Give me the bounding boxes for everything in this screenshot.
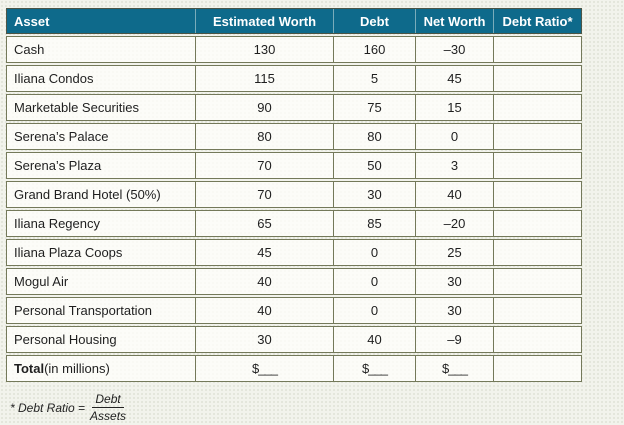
debt-ratio-cell	[494, 182, 581, 207]
asset-cell: Iliana Condos	[7, 66, 196, 91]
debt-ratio-cell	[494, 298, 581, 323]
column-header-net-worth: Net Worth	[416, 9, 494, 33]
asset-cell: Cash	[7, 37, 196, 62]
debt-cell: 0	[334, 298, 416, 323]
debt-cell: 5	[334, 66, 416, 91]
debt-cell: 0	[334, 269, 416, 294]
net-worth-cell: 40	[416, 182, 494, 207]
asset-cell: Personal Housing	[7, 327, 196, 352]
asset-cell: Grand Brand Hotel (50%)	[7, 182, 196, 207]
debt-cell: 160	[334, 37, 416, 62]
estimated-worth-cell: 70	[196, 182, 334, 207]
debt-ratio-cell	[494, 124, 581, 149]
footnote-prefix: * Debt Ratio =	[10, 400, 86, 415]
table-row: Iliana Regency 65 85 –20	[6, 210, 582, 237]
total-row: Total (in millions) $___ $___ $___	[6, 355, 582, 382]
debt-ratio-cell	[494, 66, 581, 91]
debt-cell: 85	[334, 211, 416, 236]
debt-cell: 0	[334, 240, 416, 265]
debt-ratio-cell	[494, 153, 581, 178]
asset-cell: Mogul Air	[7, 269, 196, 294]
debt-ratio-cell	[494, 95, 581, 120]
estimated-worth-cell: 90	[196, 95, 334, 120]
column-header-debt: Debt	[334, 9, 416, 33]
table-row: Marketable Securities 90 75 15	[6, 94, 582, 121]
table-row: Personal Transportation 40 0 30	[6, 297, 582, 324]
asset-cell: Iliana Regency	[7, 211, 196, 236]
column-header-debt-ratio: Debt Ratio*	[502, 13, 573, 29]
net-worth-cell: 30	[416, 298, 494, 323]
net-worth-cell: 3	[416, 153, 494, 178]
debt-ratio-fraction: Debt Assets	[90, 392, 126, 423]
net-worth-cell: 45	[416, 66, 494, 91]
debt-cell: 40	[334, 327, 416, 352]
estimated-worth-cell: 65	[196, 211, 334, 236]
table-row: Mogul Air 40 0 30	[6, 268, 582, 295]
net-worth-cell: 30	[416, 269, 494, 294]
estimated-worth-cell: 45	[196, 240, 334, 265]
debt-ratio-cell	[494, 211, 581, 236]
net-worth-cell: –9	[416, 327, 494, 352]
table-row: Iliana Condos 115 5 45	[6, 65, 582, 92]
estimated-worth-cell: 130	[196, 37, 334, 62]
estimated-worth-cell: 70	[196, 153, 334, 178]
total-debt-cell: $___	[334, 356, 416, 381]
table-row: Serena’s Plaza 70 50 3	[6, 152, 582, 179]
estimated-worth-cell: 115	[196, 66, 334, 91]
debt-cell: 80	[334, 124, 416, 149]
net-worth-cell: 15	[416, 95, 494, 120]
table-row: Cash 130 160 –30	[6, 36, 582, 63]
net-worth-cell: –20	[416, 211, 494, 236]
table-row: Grand Brand Hotel (50%) 70 30 40	[6, 181, 582, 208]
net-worth-cell: –30	[416, 37, 494, 62]
net-worth-cell: 0	[416, 124, 494, 149]
debt-ratio-cell	[494, 327, 581, 352]
debt-ratio-cell	[494, 240, 581, 265]
table-row: Personal Housing 30 40 –9	[6, 326, 582, 353]
table-body: Cash 130 160 –30 Iliana Condos 115 5 45 …	[6, 36, 582, 353]
net-worth-cell: 25	[416, 240, 494, 265]
total-label-rest: (in millions)	[44, 361, 110, 376]
asset-table: Asset Estimated Worth Debt Net Worth Deb…	[6, 8, 582, 384]
estimated-worth-cell: 40	[196, 269, 334, 294]
asset-cell: Serena’s Plaza	[7, 153, 196, 178]
debt-cell: 30	[334, 182, 416, 207]
table-row: Serena’s Palace 80 80 0	[6, 123, 582, 150]
debt-ratio-cell	[494, 37, 581, 62]
estimated-worth-cell: 30	[196, 327, 334, 352]
column-header-asset: Asset	[7, 9, 196, 33]
debt-cell: 50	[334, 153, 416, 178]
total-estimated-worth-cell: $___	[196, 356, 334, 381]
fraction-numerator: Debt	[92, 392, 124, 408]
debt-ratio-cell	[494, 269, 581, 294]
fraction-denominator: Assets	[90, 409, 127, 423]
table-row: Iliana Plaza Coops 45 0 25	[6, 239, 582, 266]
total-label-bold: Total	[14, 361, 45, 376]
estimated-worth-cell: 80	[196, 124, 334, 149]
table-header-row: Asset Estimated Worth Debt Net Worth Deb…	[6, 8, 582, 34]
column-header-estimated-worth: Estimated Worth	[196, 9, 334, 33]
debt-ratio-footnote: * Debt Ratio = Debt Assets	[10, 392, 126, 423]
total-label-cell: Total (in millions)	[7, 356, 196, 381]
estimated-worth-cell: 40	[196, 298, 334, 323]
asset-cell: Marketable Securities	[7, 95, 196, 120]
asset-cell: Iliana Plaza Coops	[7, 240, 196, 265]
total-net-worth-cell: $___	[416, 356, 494, 381]
debt-cell: 75	[334, 95, 416, 120]
total-debt-ratio-cell	[494, 356, 581, 381]
asset-cell: Serena’s Palace	[7, 124, 196, 149]
asset-cell: Personal Transportation	[7, 298, 196, 323]
